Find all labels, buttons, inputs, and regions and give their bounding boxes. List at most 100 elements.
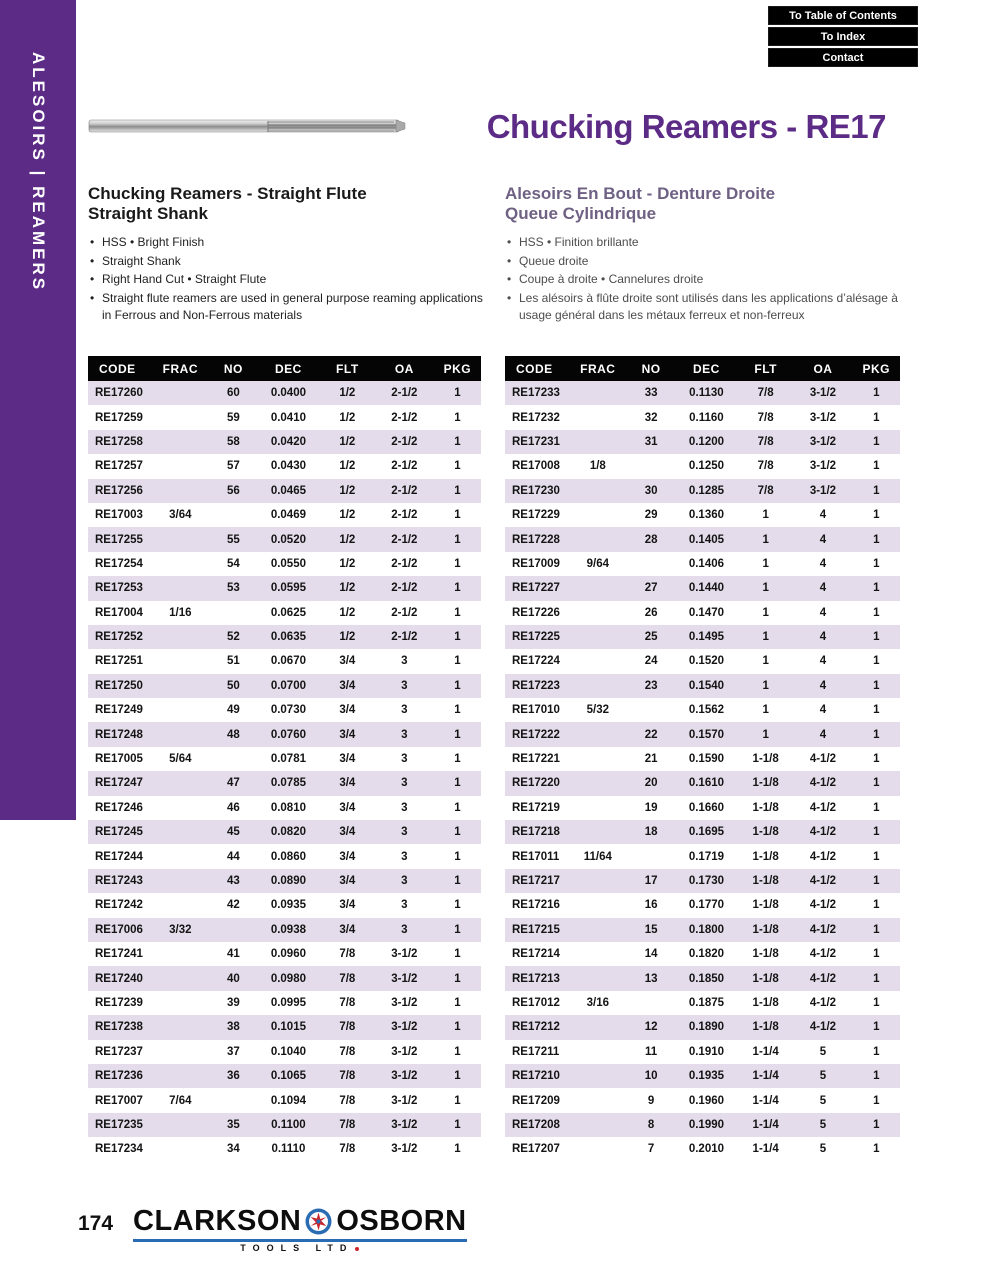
table-cell: 3-1/2 <box>391 1118 418 1131</box>
table-row: RE17223 23 0.1540 1 4 1 <box>505 673 900 699</box>
table-cell: 1 <box>873 533 880 546</box>
table-cell: 17 <box>644 875 658 887</box>
table-cell: 3-1/2 <box>391 1143 418 1156</box>
table-cell: 1 <box>454 923 461 936</box>
table-row: RE17246 46 0.0810 3/4 3 1 <box>88 796 481 820</box>
table-cell <box>151 966 210 990</box>
table-cell: 0.1094 <box>270 1094 306 1107</box>
table-cell: 3/4 <box>339 850 356 863</box>
bullet-item: HSS • Finition brillante <box>505 234 905 252</box>
table-cell: 2-1/2 <box>391 557 418 570</box>
column-header: DEC <box>674 356 739 381</box>
table-cell: RE17252 <box>95 631 143 644</box>
table-row: RE17211 11 0.1910 1-1/4 5 1 <box>505 1040 900 1064</box>
table-cell: 3 <box>401 777 408 790</box>
table-cell: 3-1/2 <box>391 996 418 1009</box>
nav-button-index[interactable]: To Index <box>768 27 918 46</box>
brand-red-dot <box>355 1246 360 1251</box>
table-cell: RE17249 <box>95 704 143 717</box>
table-cell: 0.0420 <box>270 435 306 448</box>
table-cell <box>568 1040 627 1064</box>
table-cell: 4-1/2 <box>809 753 837 766</box>
table-cell: 3/4 <box>339 801 356 814</box>
table-cell: 22 <box>644 728 658 741</box>
table-cell: 4-1/2 <box>809 777 837 790</box>
table-cell: 0.1890 <box>688 1021 725 1034</box>
table-row: RE17239 39 0.0995 7/8 3-1/2 1 <box>88 991 481 1015</box>
bullet-item: Queue droite <box>505 253 905 271</box>
table-cell: 1-1/4 <box>752 1094 779 1107</box>
table-cell: 3/4 <box>339 704 356 717</box>
table-cell: 20 <box>644 777 658 790</box>
table-cell <box>151 722 210 746</box>
table-cell: 0.0400 <box>270 387 306 400</box>
table-cell: 1 <box>454 1021 461 1034</box>
table-cell: 0.1130 <box>689 387 724 400</box>
table-row: RE17228 28 0.1405 1 4 1 <box>505 527 900 552</box>
table-cell: 1-1/8 <box>752 801 779 814</box>
table-cell: 1 <box>454 484 461 497</box>
table-cell: 53 <box>226 582 240 595</box>
table-cell: 0.1960 <box>688 1094 725 1107</box>
table-cell: 0.1730 <box>688 875 725 887</box>
table-cell: 0.0938 <box>270 923 306 936</box>
column-header: FRAC <box>568 356 628 381</box>
table-cell: 5 <box>819 1094 827 1107</box>
table-cell: 0.1990 <box>688 1118 725 1131</box>
table-cell: 9 <box>647 1094 655 1107</box>
table-cell: RE17220 <box>512 777 560 790</box>
table-cell: 4 <box>819 704 827 717</box>
table-cell <box>151 698 210 722</box>
nav-button-contact[interactable]: Contact <box>768 48 918 67</box>
table-cell: 0.1570 <box>688 728 725 741</box>
table-cell: 11/64 <box>583 850 612 863</box>
table-row: RE17210 10 0.1935 1-1/4 5 1 <box>505 1063 900 1089</box>
table-cell: 4-1/2 <box>809 1021 837 1034</box>
table-cell: 1 <box>873 679 880 692</box>
column-header: PKG <box>433 356 481 381</box>
nav-button-table-of-contents[interactable]: To Table of Contents <box>768 6 918 25</box>
table-cell: 1 <box>873 899 880 912</box>
table-cell: 3-1/2 <box>809 387 837 400</box>
table-cell: 1 <box>454 972 461 985</box>
table-cell <box>568 430 627 454</box>
table-cell: RE17225 <box>512 631 560 644</box>
table-cell: 0.1440 <box>688 582 725 595</box>
table-cell: 0.0550 <box>270 557 306 570</box>
table-cell <box>568 1088 627 1112</box>
table-row: RE17233 33 0.1130 7/8 3-1/2 1 <box>505 381 900 406</box>
table-cell <box>568 1137 627 1161</box>
table-cell: 2-1/2 <box>391 387 418 400</box>
table-cell <box>151 1137 210 1161</box>
table-cell: RE17255 <box>95 533 143 546</box>
table-cell: 0.0810 <box>270 801 306 814</box>
table-cell: RE17217 <box>512 875 560 887</box>
table-cell: 7/8 <box>339 948 356 961</box>
table-cell: 1/2 <box>339 557 356 570</box>
column-header: FLT <box>319 356 375 381</box>
table-cell: 3/4 <box>339 777 356 790</box>
table-cell: RE17250 <box>95 679 143 692</box>
table-cell: 3 <box>401 850 408 863</box>
column-header: DEC <box>256 356 320 381</box>
table-cell: 1 <box>873 996 880 1009</box>
table-header-row: CODE FRAC NO DEC FLT OA PKG <box>88 356 481 381</box>
table-cell: RE17226 <box>512 606 560 619</box>
table-cell: 34 <box>226 1143 240 1156</box>
table-cell <box>627 698 674 722</box>
table-cell <box>568 918 627 942</box>
table-cell: RE17236 <box>95 1070 143 1083</box>
table-cell: 1 <box>762 655 769 668</box>
table-cell: 3 <box>401 753 408 766</box>
table-cell: 0.1495 <box>688 631 725 644</box>
table-cell: RE17260 <box>95 387 143 400</box>
table-row: RE17229 29 0.1360 1 4 1 <box>505 503 900 527</box>
table-cell: 1 <box>873 1070 880 1083</box>
table-cell: 19 <box>644 801 658 814</box>
table-cell: 1 <box>454 606 461 619</box>
table-cell: RE17219 <box>512 801 560 814</box>
table-row: RE17230 30 0.1285 7/8 3-1/2 1 <box>505 478 900 503</box>
table-cell <box>568 966 627 990</box>
table-cell: 3 <box>401 704 408 717</box>
table-cell: 1/2 <box>339 582 356 595</box>
